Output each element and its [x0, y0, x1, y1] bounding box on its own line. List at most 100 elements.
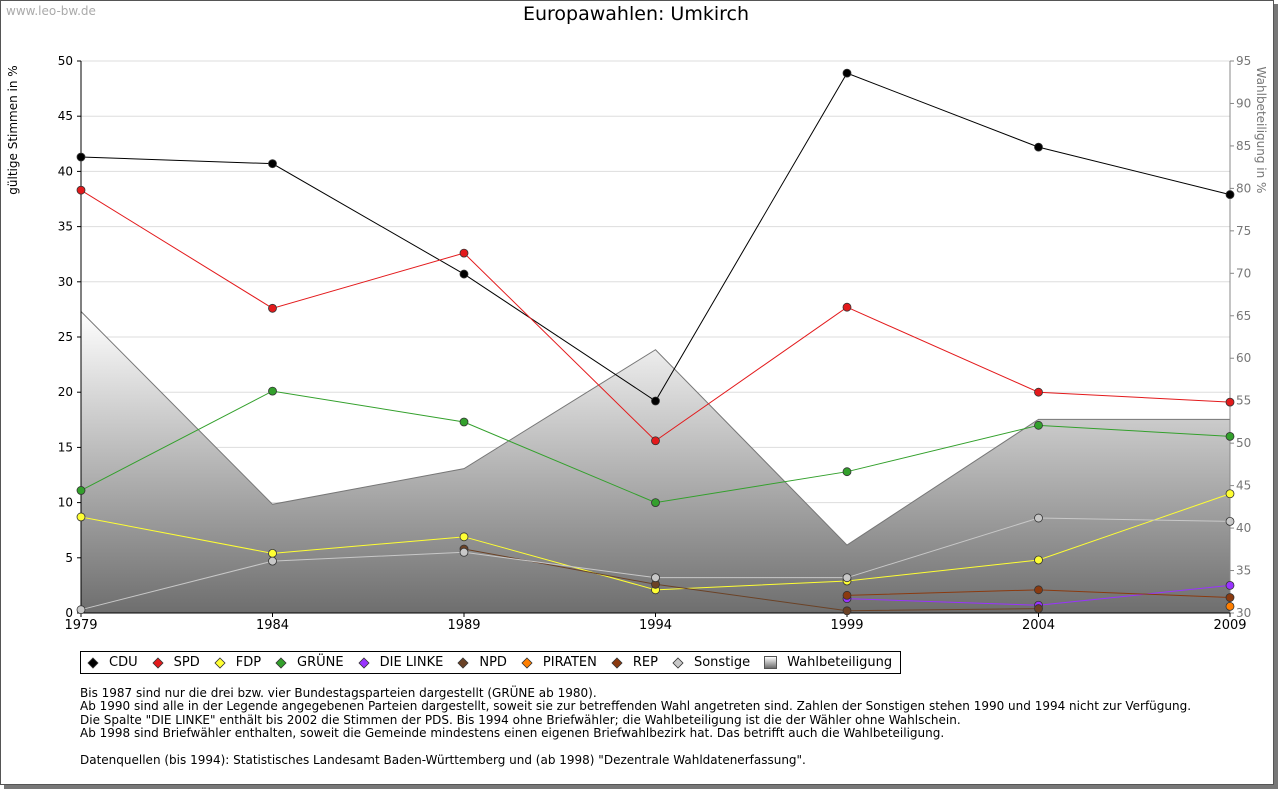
- y-tick-label: 10: [58, 496, 73, 510]
- y2-tick-label: 75: [1236, 224, 1251, 238]
- data-point-sonstige: [268, 556, 277, 566]
- legend-label: CDU: [109, 655, 138, 670]
- legend-item: FDP: [214, 655, 261, 670]
- legend-marker: [358, 656, 370, 669]
- notes: Bis 1987 sind nur die drei bzw. vier Bun…: [80, 686, 1192, 767]
- y2-tick-label: 45: [1236, 479, 1251, 493]
- legend-item: NPD: [457, 655, 507, 670]
- turnout-area: [80, 311, 1230, 613]
- turnout-line: [80, 311, 1230, 546]
- x-tick-label: 2004: [1022, 618, 1055, 633]
- data-point-fdp: [1225, 489, 1235, 499]
- y2-tick-label: 35: [1236, 564, 1251, 578]
- data-point-gr-ne: [1034, 420, 1043, 430]
- turnout-area-fill: [81, 311, 1230, 613]
- y-tick-label: 20: [58, 385, 73, 399]
- data-point-rep: [1225, 593, 1235, 602]
- legend-label: Sonstige: [693, 655, 751, 670]
- legend-item: GRÜNE: [275, 655, 344, 670]
- source-note: Datenquellen (bis 1994): Statistisches L…: [80, 752, 806, 767]
- data-point-fdp: [76, 512, 86, 522]
- y2-tick-label: 85: [1236, 139, 1251, 153]
- data-point-fdp: [268, 548, 277, 558]
- legend-item: PIRATEN: [521, 655, 597, 670]
- data-point-spd: [842, 302, 852, 312]
- data-point-npd: [842, 606, 852, 616]
- y2-tick-label: 50: [1236, 436, 1251, 450]
- y-tick-label: 30: [58, 275, 73, 289]
- data-point-spd: [76, 185, 86, 195]
- data-point-gr-ne: [76, 486, 86, 495]
- x-tick-label: 1994: [639, 618, 672, 633]
- data-point-sonstige: [1034, 513, 1043, 523]
- data-point-fdp: [459, 532, 469, 542]
- chart-title: Europawahlen: Umkirch: [522, 3, 750, 25]
- legend-item: CDU: [87, 655, 138, 670]
- legend-marker: [214, 656, 226, 669]
- y2-tick-label: 40: [1236, 521, 1251, 535]
- legend-label: FDP: [235, 655, 262, 670]
- legend-item: Sonstige: [672, 655, 750, 670]
- data-point-spd: [651, 436, 660, 446]
- series-line-npd: [463, 548, 1039, 612]
- data-point-npd: [1034, 604, 1043, 613]
- legend-label: NPD: [479, 655, 507, 670]
- y2-tick-label: 55: [1236, 394, 1251, 408]
- legend-label: REP: [632, 655, 658, 670]
- legend-item: SPD: [152, 655, 200, 670]
- legend-item: REP: [611, 655, 658, 670]
- y2-tick-label: 65: [1236, 309, 1251, 323]
- y-tick-label: 25: [58, 330, 73, 344]
- data-point-cdu: [459, 269, 469, 279]
- x-tick-label: 1984: [256, 618, 289, 633]
- legend-label: SPD: [173, 655, 200, 670]
- y-tick-label: 50: [58, 54, 73, 68]
- data-point-gr-ne: [1225, 431, 1235, 441]
- y2-tick-label: 80: [1236, 181, 1251, 195]
- data-point-gr-ne: [459, 417, 469, 427]
- x-tick-label: 1999: [830, 618, 863, 633]
- note-line: Ab 1990 sind alle in der Legende angegeb…: [80, 699, 1192, 714]
- data-point-cdu: [268, 159, 277, 169]
- legend-label: Wahlbeteiligung: [787, 655, 893, 670]
- legend-marker: [87, 656, 99, 669]
- watermark: www.leo-bw.de: [6, 4, 96, 18]
- data-point-rep: [1034, 585, 1043, 595]
- data-point-sonstige: [1225, 516, 1235, 526]
- y-tick-label: 0: [65, 606, 73, 620]
- y2-tick-label: 30: [1236, 606, 1251, 620]
- note-line: Ab 1998 sind Briefwähler enthalten, sowe…: [80, 726, 945, 741]
- y2-tick-label: 95: [1236, 54, 1251, 68]
- y-tick-label: 45: [58, 109, 73, 123]
- data-point-spd: [268, 303, 277, 313]
- data-point-die-linke: [1225, 581, 1235, 590]
- legend-marker: [275, 656, 287, 669]
- data-point-rep: [842, 590, 852, 600]
- data-point-spd: [1034, 387, 1043, 397]
- data-point-fdp: [1034, 555, 1043, 565]
- data-point-cdu: [1225, 190, 1235, 199]
- data-point-sonstige: [459, 547, 469, 557]
- legend-marker: [611, 656, 623, 669]
- data-point-gr-ne: [651, 498, 660, 508]
- tick-labels: 0 5 10 15 20 25 30 35 40 45 50 30 35 40 45 50 55 60 65 70 75…: [58, 54, 1252, 633]
- legend-item: Wahlbeteiligung: [764, 655, 892, 670]
- legend-marker: [672, 656, 684, 669]
- data-point-cdu: [1034, 142, 1043, 152]
- legend-label: PIRATEN: [542, 655, 597, 670]
- y-tick-label: 15: [58, 440, 73, 454]
- legend-label: DIE LINKE: [379, 655, 444, 670]
- data-point-spd: [459, 248, 469, 258]
- x-tick-label: 2009: [1213, 618, 1246, 633]
- data-point-gr-ne: [268, 386, 277, 396]
- data-point-cdu: [651, 396, 660, 406]
- y2-tick-label: 70: [1236, 266, 1251, 280]
- data-point-piraten: [1225, 601, 1235, 611]
- legend-marker: [764, 656, 778, 669]
- legend-label: GRÜNE: [297, 655, 344, 670]
- y-tick-label: 40: [58, 164, 73, 178]
- legend-item: DIE LINKE: [358, 655, 444, 670]
- legend-marker: [457, 656, 469, 669]
- y-tick-label: 5: [65, 551, 73, 565]
